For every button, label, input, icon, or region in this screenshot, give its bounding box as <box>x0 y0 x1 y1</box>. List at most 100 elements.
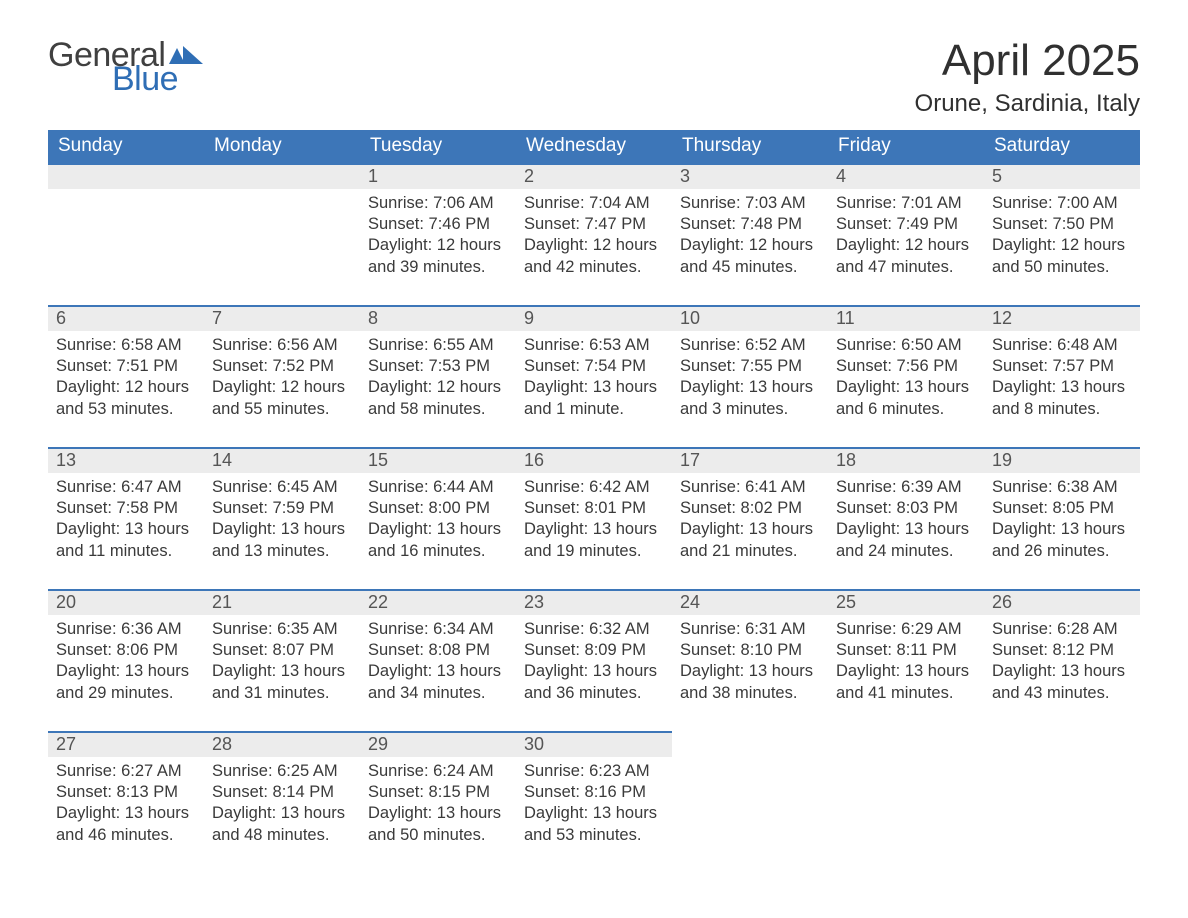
calendar-day: 2Sunrise: 7:04 AMSunset: 7:47 PMDaylight… <box>516 163 672 305</box>
calendar-day-empty <box>672 731 828 873</box>
brand-word-blue: Blue <box>112 62 178 96</box>
daylight-line: Daylight: 13 hours and 46 minutes. <box>56 803 196 845</box>
day-details: Sunrise: 6:34 AMSunset: 8:08 PMDaylight:… <box>360 615 516 709</box>
month-title: April 2025 <box>915 38 1140 84</box>
sunrise-line: Sunrise: 6:38 AM <box>992 477 1132 498</box>
sunrise-line: Sunrise: 6:42 AM <box>524 477 664 498</box>
daylight-line: Daylight: 13 hours and 19 minutes. <box>524 519 664 561</box>
daylight-line: Daylight: 13 hours and 1 minute. <box>524 377 664 419</box>
day-number: 7 <box>204 305 360 331</box>
calendar-day: 29Sunrise: 6:24 AMSunset: 8:15 PMDayligh… <box>360 731 516 873</box>
calendar-page: General Blue April 2025 Orune, Sardinia,… <box>0 0 1188 903</box>
sunset-line: Sunset: 8:02 PM <box>680 498 820 519</box>
daylight-line: Daylight: 12 hours and 47 minutes. <box>836 235 976 277</box>
sunset-line: Sunset: 8:08 PM <box>368 640 508 661</box>
sunrise-line: Sunrise: 6:48 AM <box>992 335 1132 356</box>
calendar-day: 18Sunrise: 6:39 AMSunset: 8:03 PMDayligh… <box>828 447 984 589</box>
day-number: 24 <box>672 589 828 615</box>
calendar-day: 30Sunrise: 6:23 AMSunset: 8:16 PMDayligh… <box>516 731 672 873</box>
day-number: 10 <box>672 305 828 331</box>
calendar-week: 20Sunrise: 6:36 AMSunset: 8:06 PMDayligh… <box>48 589 1140 731</box>
sunrise-line: Sunrise: 6:45 AM <box>212 477 352 498</box>
daylight-line: Daylight: 13 hours and 36 minutes. <box>524 661 664 703</box>
calendar-week: 27Sunrise: 6:27 AMSunset: 8:13 PMDayligh… <box>48 731 1140 873</box>
sunset-line: Sunset: 7:57 PM <box>992 356 1132 377</box>
sunrise-line: Sunrise: 7:01 AM <box>836 193 976 214</box>
day-number: 27 <box>48 731 204 757</box>
calendar-day: 27Sunrise: 6:27 AMSunset: 8:13 PMDayligh… <box>48 731 204 873</box>
daylight-line: Daylight: 13 hours and 38 minutes. <box>680 661 820 703</box>
sunrise-line: Sunrise: 6:55 AM <box>368 335 508 356</box>
day-details: Sunrise: 6:48 AMSunset: 7:57 PMDaylight:… <box>984 331 1140 425</box>
sunset-line: Sunset: 8:10 PM <box>680 640 820 661</box>
weekday-header: Friday <box>828 130 984 163</box>
sunset-line: Sunset: 8:13 PM <box>56 782 196 803</box>
daylight-line: Daylight: 12 hours and 50 minutes. <box>992 235 1132 277</box>
weekday-header: Saturday <box>984 130 1140 163</box>
calendar-day-empty <box>204 163 360 305</box>
sunset-line: Sunset: 8:12 PM <box>992 640 1132 661</box>
sunset-line: Sunset: 8:07 PM <box>212 640 352 661</box>
day-number: 17 <box>672 447 828 473</box>
day-details: Sunrise: 6:50 AMSunset: 7:56 PMDaylight:… <box>828 331 984 425</box>
day-details: Sunrise: 6:45 AMSunset: 7:59 PMDaylight:… <box>204 473 360 567</box>
day-details: Sunrise: 6:39 AMSunset: 8:03 PMDaylight:… <box>828 473 984 567</box>
day-number: 25 <box>828 589 984 615</box>
day-details: Sunrise: 7:00 AMSunset: 7:50 PMDaylight:… <box>984 189 1140 283</box>
sunset-line: Sunset: 7:54 PM <box>524 356 664 377</box>
sunset-line: Sunset: 7:50 PM <box>992 214 1132 235</box>
daylight-line: Daylight: 12 hours and 55 minutes. <box>212 377 352 419</box>
day-details: Sunrise: 6:52 AMSunset: 7:55 PMDaylight:… <box>672 331 828 425</box>
calendar-day: 3Sunrise: 7:03 AMSunset: 7:48 PMDaylight… <box>672 163 828 305</box>
daylight-line: Daylight: 12 hours and 39 minutes. <box>368 235 508 277</box>
sunset-line: Sunset: 7:46 PM <box>368 214 508 235</box>
calendar-day: 15Sunrise: 6:44 AMSunset: 8:00 PMDayligh… <box>360 447 516 589</box>
sunrise-line: Sunrise: 6:47 AM <box>56 477 196 498</box>
calendar-day: 9Sunrise: 6:53 AMSunset: 7:54 PMDaylight… <box>516 305 672 447</box>
day-details: Sunrise: 7:03 AMSunset: 7:48 PMDaylight:… <box>672 189 828 283</box>
day-details: Sunrise: 6:31 AMSunset: 8:10 PMDaylight:… <box>672 615 828 709</box>
daylight-line: Daylight: 13 hours and 53 minutes. <box>524 803 664 845</box>
day-number: 22 <box>360 589 516 615</box>
sunrise-line: Sunrise: 6:31 AM <box>680 619 820 640</box>
day-details: Sunrise: 6:56 AMSunset: 7:52 PMDaylight:… <box>204 331 360 425</box>
calendar-day-empty <box>828 731 984 873</box>
calendar-day-empty <box>48 163 204 305</box>
sunrise-line: Sunrise: 7:00 AM <box>992 193 1132 214</box>
calendar-week: 13Sunrise: 6:47 AMSunset: 7:58 PMDayligh… <box>48 447 1140 589</box>
weekday-header: Thursday <box>672 130 828 163</box>
sunset-line: Sunset: 8:06 PM <box>56 640 196 661</box>
day-details: Sunrise: 6:27 AMSunset: 8:13 PMDaylight:… <box>48 757 204 851</box>
sunrise-line: Sunrise: 6:24 AM <box>368 761 508 782</box>
day-details: Sunrise: 6:28 AMSunset: 8:12 PMDaylight:… <box>984 615 1140 709</box>
calendar-day: 14Sunrise: 6:45 AMSunset: 7:59 PMDayligh… <box>204 447 360 589</box>
calendar-day: 22Sunrise: 6:34 AMSunset: 8:08 PMDayligh… <box>360 589 516 731</box>
sunset-line: Sunset: 7:52 PM <box>212 356 352 377</box>
daylight-line: Daylight: 12 hours and 45 minutes. <box>680 235 820 277</box>
sunrise-line: Sunrise: 6:41 AM <box>680 477 820 498</box>
sunset-line: Sunset: 7:59 PM <box>212 498 352 519</box>
day-number: 8 <box>360 305 516 331</box>
daylight-line: Daylight: 13 hours and 21 minutes. <box>680 519 820 561</box>
brand-logo: General Blue <box>48 38 203 96</box>
sunset-line: Sunset: 7:48 PM <box>680 214 820 235</box>
sunset-line: Sunset: 7:49 PM <box>836 214 976 235</box>
sunrise-line: Sunrise: 6:35 AM <box>212 619 352 640</box>
sunrise-line: Sunrise: 6:58 AM <box>56 335 196 356</box>
daylight-line: Daylight: 13 hours and 8 minutes. <box>992 377 1132 419</box>
weekday-header: Tuesday <box>360 130 516 163</box>
sunrise-line: Sunrise: 6:28 AM <box>992 619 1132 640</box>
calendar-table: SundayMondayTuesdayWednesdayThursdayFrid… <box>48 130 1140 873</box>
sunset-line: Sunset: 8:09 PM <box>524 640 664 661</box>
calendar-day: 1Sunrise: 7:06 AMSunset: 7:46 PMDaylight… <box>360 163 516 305</box>
calendar-day: 12Sunrise: 6:48 AMSunset: 7:57 PMDayligh… <box>984 305 1140 447</box>
calendar-day: 20Sunrise: 6:36 AMSunset: 8:06 PMDayligh… <box>48 589 204 731</box>
daylight-line: Daylight: 13 hours and 6 minutes. <box>836 377 976 419</box>
daylight-line: Daylight: 13 hours and 31 minutes. <box>212 661 352 703</box>
sunset-line: Sunset: 7:53 PM <box>368 356 508 377</box>
day-number: 26 <box>984 589 1140 615</box>
day-number: 11 <box>828 305 984 331</box>
sunrise-line: Sunrise: 6:53 AM <box>524 335 664 356</box>
calendar-header: SundayMondayTuesdayWednesdayThursdayFrid… <box>48 130 1140 163</box>
sunrise-line: Sunrise: 6:44 AM <box>368 477 508 498</box>
